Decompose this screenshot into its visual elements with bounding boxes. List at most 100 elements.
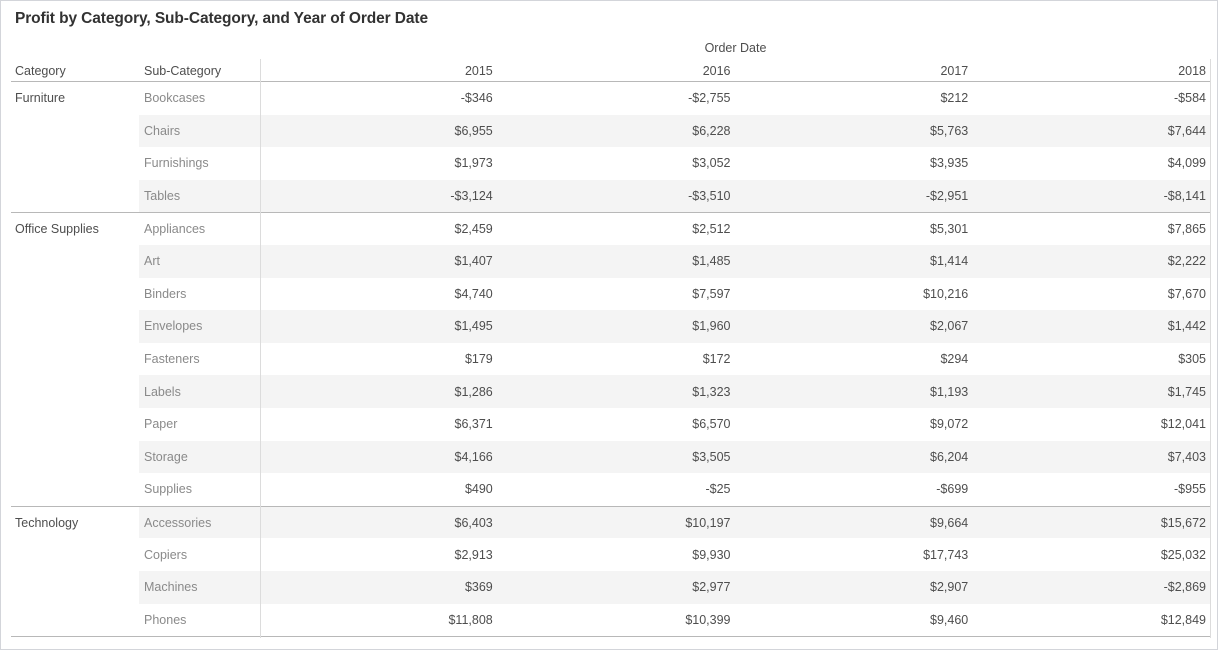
value-cell[interactable]: $1,960 [497, 310, 736, 343]
value-cell[interactable]: $9,930 [692, 547, 731, 562]
subcategory-cell[interactable]: Tables [139, 179, 260, 213]
value-cell[interactable]: $3,935 [930, 156, 969, 171]
subcategory-cell[interactable]: Labels [139, 375, 260, 408]
value-cell[interactable]: $369 [260, 570, 498, 604]
value-cell[interactable]: $17,743 [923, 547, 969, 562]
value-cell[interactable]: $9,460 [930, 612, 969, 627]
category-cell[interactable]: Furniture [11, 82, 139, 115]
value-cell[interactable]: -$955 [1174, 482, 1206, 497]
subcategory-cell[interactable]: Copiers [144, 547, 188, 562]
subcategory-cell[interactable]: Bookcases [144, 91, 206, 106]
value-cell[interactable]: -$3,124 [260, 179, 498, 213]
value-cell[interactable]: -$584 [1174, 91, 1206, 106]
page-title: Profit by Category, Sub-Category, and Ye… [15, 10, 428, 27]
value-cell[interactable]: $4,099 [1167, 156, 1206, 171]
value-cell[interactable]: -$2,951 [735, 179, 974, 213]
year-column-header[interactable]: 2016 [702, 64, 731, 78]
value-cell[interactable]: -$3,510 [497, 179, 736, 213]
value-cell[interactable]: $1,973 [454, 156, 493, 171]
year-column-header[interactable]: 2018 [1178, 64, 1206, 78]
value-cell[interactable]: $1,745 [973, 375, 1211, 408]
value-cell[interactable]: $172 [702, 352, 731, 367]
value-cell[interactable]: $1,193 [735, 375, 974, 408]
subcategory-cell[interactable]: Phones [144, 612, 187, 627]
value-cell[interactable]: -$2,869 [973, 570, 1211, 604]
value-cell[interactable]: $25,032 [1160, 547, 1206, 562]
value-cell[interactable]: -$346 [460, 91, 493, 106]
category-cell [11, 179, 139, 213]
value-cell[interactable]: $2,907 [735, 570, 974, 604]
value-cell[interactable]: $1,323 [497, 375, 736, 408]
table-row: Fasteners $179 $172 $294 $305 [11, 342, 1211, 376]
value-cell[interactable]: $12,849 [1160, 612, 1206, 627]
subcategory-cell[interactable]: Accessories [139, 506, 260, 539]
category-cell[interactable]: Office Supplies [11, 213, 139, 245]
value-cell[interactable]: $1,286 [260, 375, 498, 408]
value-cell[interactable]: $5,763 [735, 114, 974, 148]
value-cell[interactable]: $2,459 [454, 222, 493, 237]
value-cell[interactable]: $6,403 [260, 506, 498, 539]
value-cell[interactable]: $10,399 [685, 612, 731, 627]
value-cell[interactable]: $6,570 [692, 417, 731, 432]
value-cell[interactable]: $294 [940, 352, 969, 367]
subcategory-cell[interactable]: Art [139, 244, 260, 278]
value-cell[interactable]: $11,808 [448, 612, 493, 627]
value-cell[interactable]: $9,072 [930, 417, 969, 432]
subcategory-cell[interactable]: Chairs [139, 114, 260, 148]
subcategory-cell[interactable]: Furnishings [144, 156, 209, 171]
subcategory-cell[interactable]: Supplies [144, 482, 192, 497]
subcategory-cell[interactable]: Fasteners [144, 352, 200, 367]
value-cell[interactable]: $7,644 [973, 114, 1211, 148]
value-cell[interactable]: $5,301 [930, 222, 969, 237]
value-cell[interactable]: $7,597 [692, 286, 731, 301]
value-cell[interactable]: -$25 [705, 482, 731, 497]
value-cell[interactable]: $1,495 [260, 310, 498, 343]
subcategory-cell[interactable]: Paper [144, 417, 178, 432]
subcategory-cell[interactable]: Appliances [144, 222, 206, 237]
year-column-header[interactable]: 2015 [464, 64, 493, 78]
value-cell[interactable]: $6,371 [454, 417, 493, 432]
value-cell[interactable]: $179 [464, 352, 493, 367]
value-cell[interactable]: $2,913 [454, 547, 493, 562]
category-cell [11, 570, 139, 604]
value-cell[interactable]: $12,041 [1160, 417, 1206, 432]
subcategory-column-header[interactable]: Sub-Category [144, 64, 222, 78]
subcategory-cell[interactable]: Machines [139, 570, 260, 604]
table-row: Storage $4,166 $3,505 $6,204 $7,403 [11, 440, 1211, 474]
value-cell[interactable]: $7,670 [1167, 286, 1206, 301]
value-cell[interactable]: $1,414 [735, 244, 974, 278]
value-cell[interactable]: -$8,141 [973, 179, 1211, 213]
value-cell[interactable]: $6,955 [260, 114, 498, 148]
value-cell[interactable]: $4,740 [454, 286, 493, 301]
subcategory-cell[interactable]: Storage [139, 440, 260, 474]
value-cell[interactable]: $7,865 [1167, 222, 1206, 237]
table-row: Binders $4,740 $7,597 $10,216 $7,670 [11, 277, 1211, 311]
value-cell[interactable]: $3,505 [497, 440, 736, 474]
value-cell[interactable]: -$699 [936, 482, 969, 497]
subcategory-cell[interactable]: Envelopes [139, 310, 260, 343]
value-cell[interactable]: $7,403 [973, 440, 1211, 474]
value-cell[interactable]: $305 [1178, 352, 1206, 367]
value-cell[interactable]: $10,197 [497, 506, 736, 539]
subcategory-cell[interactable]: Binders [144, 286, 187, 301]
value-cell[interactable]: $6,228 [497, 114, 736, 148]
value-cell[interactable]: $9,664 [735, 506, 974, 539]
value-cell[interactable]: $4,166 [260, 440, 498, 474]
value-cell[interactable]: $6,204 [735, 440, 974, 474]
year-column-header[interactable]: 2017 [940, 64, 969, 78]
category-cell[interactable]: Technology [11, 506, 139, 539]
value-cell[interactable]: $10,216 [923, 286, 969, 301]
value-cell[interactable]: $1,485 [497, 244, 736, 278]
value-cell[interactable]: $2,067 [735, 310, 974, 343]
value-cell[interactable]: $2,977 [497, 570, 736, 604]
category-column-header[interactable]: Category [15, 64, 66, 78]
value-cell[interactable]: $2,512 [692, 222, 731, 237]
value-cell[interactable]: $1,442 [973, 310, 1211, 343]
value-cell[interactable]: -$2,755 [688, 91, 731, 106]
value-cell[interactable]: $15,672 [973, 506, 1211, 539]
value-cell[interactable]: $490 [464, 482, 493, 497]
value-cell[interactable]: $212 [940, 91, 969, 106]
value-cell[interactable]: $3,052 [692, 156, 731, 171]
value-cell[interactable]: $1,407 [260, 244, 498, 278]
value-cell[interactable]: $2,222 [973, 244, 1211, 278]
